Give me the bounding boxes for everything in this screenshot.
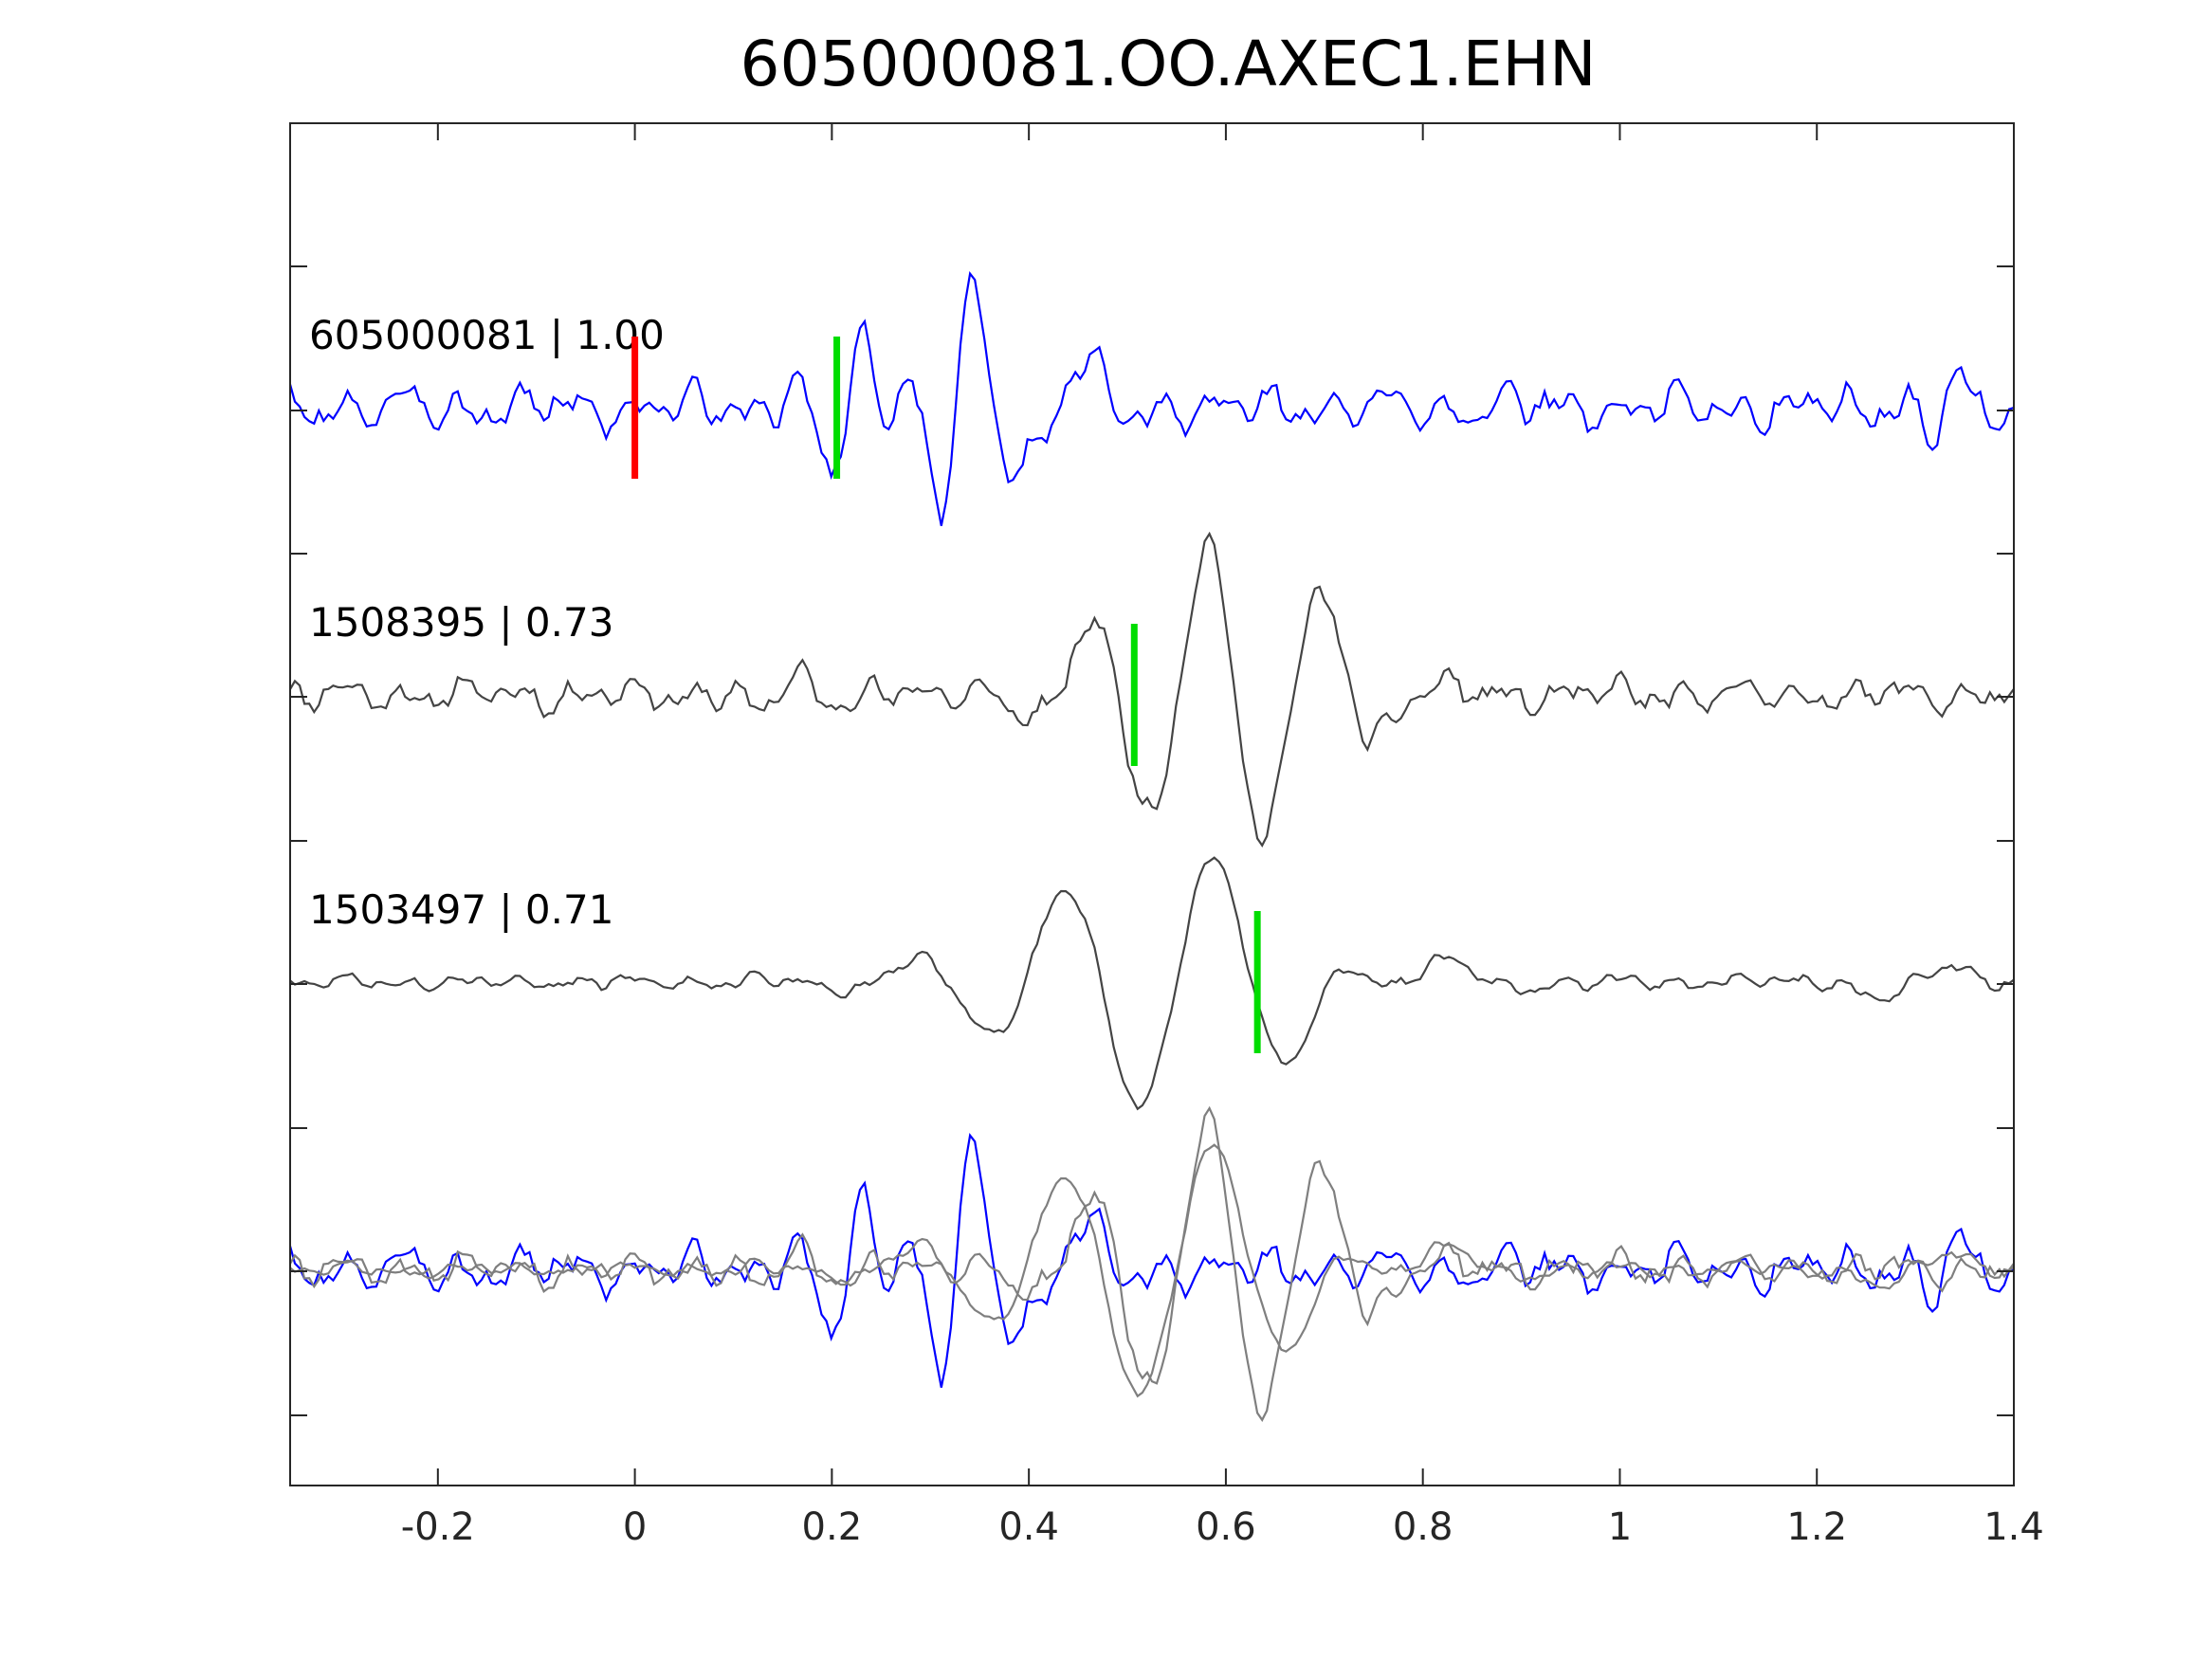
chart-title: 605000081.OO.AXEC1.EHN <box>740 27 1597 100</box>
x-tick-label: 0 <box>623 1505 647 1549</box>
overlay-trace-1503497 <box>289 1143 2015 1398</box>
x-tick-label: 0.4 <box>998 1505 1059 1549</box>
trace-605000081 <box>288 271 2015 526</box>
axes-frame <box>289 122 2015 1486</box>
x-tick-label: 1.4 <box>1983 1505 2044 1549</box>
trace-label-1508395: 1508395 | 0.73 <box>309 599 613 646</box>
x-tick-label: 0.2 <box>802 1505 863 1549</box>
x-tick-label: 1.2 <box>1786 1505 1847 1549</box>
trace-label-1503497: 1503497 | 0.71 <box>309 886 613 933</box>
x-tick-label: -0.2 <box>401 1505 475 1549</box>
plot-area: 605000081 | 1.00 1508395 | 0.73 1503497 | … <box>288 271 2015 1422</box>
trace-1503497 <box>289 856 2015 1111</box>
trace-1508395 <box>289 531 2015 848</box>
x-tick-label: 0.6 <box>1196 1505 1256 1549</box>
trace-label-605000081: 605000081 | 1.00 <box>309 312 665 358</box>
overlay-trace-605000081 <box>288 1133 2015 1388</box>
overlay-trace-1508395 <box>289 1105 2015 1422</box>
axes: -0.2 0 0.2 0.4 0.6 0.8 1 1.2 1.4 <box>289 122 2044 1549</box>
x-tick-label: 0.8 <box>1393 1505 1453 1549</box>
x-tick-label: 1 <box>1608 1505 1632 1549</box>
